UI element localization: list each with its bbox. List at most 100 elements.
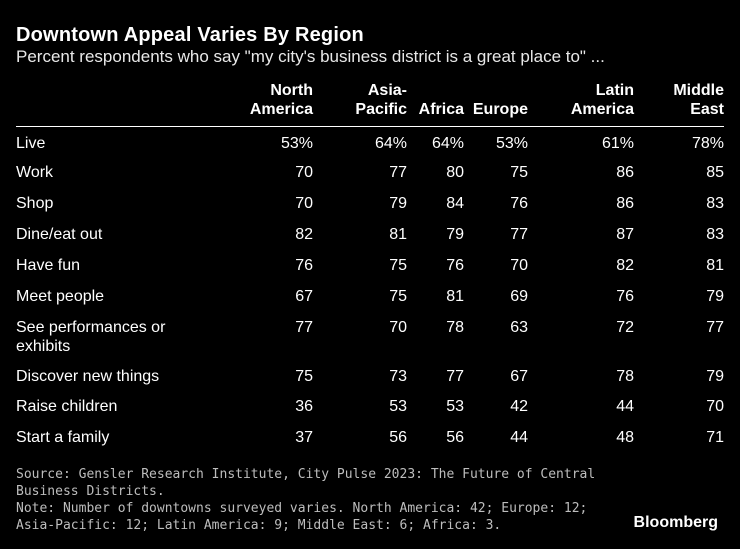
table-cell: 53%: [280, 135, 313, 152]
row-label-line: Work: [16, 164, 54, 181]
table-cell: 67: [510, 368, 528, 385]
table-cell: 77: [295, 319, 313, 336]
table-cell: 63: [510, 319, 528, 336]
table-cell: 71: [706, 429, 724, 446]
column-header-line: Asia-: [367, 82, 407, 99]
row-label-line: See performances or: [16, 319, 166, 336]
table-cell: 86: [616, 195, 634, 212]
column-header: Europe: [473, 81, 528, 119]
column-header-line: America: [249, 101, 313, 118]
row-label-line: Start a family: [16, 429, 110, 446]
row-label: See performances or exhibits: [16, 318, 165, 356]
row-label-line: Have fun: [16, 257, 81, 274]
table-cell: 37: [295, 429, 313, 446]
column-header-line: America: [570, 101, 634, 118]
row-label: Raise children: [16, 397, 117, 416]
table-cell: 77: [706, 319, 724, 336]
table-cell: 42: [510, 398, 528, 415]
table-cell: 76: [616, 288, 634, 305]
source-note: Source: Gensler Research Institute, City…: [16, 466, 616, 534]
table-cell: 53: [446, 398, 464, 415]
table-cell: 83: [706, 226, 724, 243]
table-cell: 82: [295, 226, 313, 243]
row-label-line: exhibits: [16, 338, 71, 355]
column-header-line: Middle: [673, 82, 724, 99]
table-cell: 87: [616, 226, 634, 243]
table-cell: 56: [446, 429, 464, 446]
row-label-line: Discover new things: [16, 368, 160, 385]
table-cell: 77: [446, 368, 464, 385]
table-cell: 56: [389, 429, 407, 446]
table-cell: 79: [389, 195, 407, 212]
table-cell: 81: [706, 257, 724, 274]
table-cell: 84: [446, 195, 464, 212]
table-cell: 75: [389, 288, 407, 305]
header-divider: [16, 126, 724, 127]
table-cell: 76: [446, 257, 464, 274]
table-cell: 61%: [601, 135, 634, 152]
column-header-line: Latin: [595, 82, 634, 99]
column-header: Africa: [419, 81, 464, 119]
row-label: Discover new things: [16, 367, 159, 386]
table-cell: 73: [389, 368, 407, 385]
table-cell: 83: [706, 195, 724, 212]
table-cell: 44: [616, 398, 634, 415]
table-cell: 53%: [495, 135, 528, 152]
table-cell: 44: [510, 429, 528, 446]
table-cell: 78: [446, 319, 464, 336]
column-header-line: North: [270, 82, 313, 99]
table-cell: 80: [446, 164, 464, 181]
table-cell: 72: [616, 319, 634, 336]
table-cell: 78: [616, 368, 634, 385]
column-header-line: [419, 81, 464, 100]
footer-line: Source: Gensler Research Institute, City…: [16, 467, 596, 482]
column-header-line: Pacific: [355, 101, 407, 118]
table-cell: 82: [616, 257, 634, 274]
row-label: Start a family: [16, 428, 109, 447]
table-cell: 85: [706, 164, 724, 181]
column-header: Middle East: [673, 81, 724, 119]
table-cell: 75: [295, 368, 313, 385]
row-label: Meet people: [16, 287, 104, 306]
table-cell: 70: [389, 319, 407, 336]
chart-title: Downtown Appeal Varies By Region: [16, 24, 364, 46]
table-cell: 77: [389, 164, 407, 181]
column-header-line: Africa: [418, 101, 464, 118]
table-cell: 48: [616, 429, 634, 446]
row-label-line: Dine/eat out: [16, 226, 103, 243]
table-cell: 67: [295, 288, 313, 305]
column-header-line: Europe: [472, 101, 528, 118]
footer-line: Business Districts.: [16, 484, 165, 499]
column-header-line: East: [690, 101, 724, 118]
table-cell: 75: [389, 257, 407, 274]
table-cell: 81: [446, 288, 464, 305]
table-cell: 64%: [431, 135, 464, 152]
table-cell: 76: [295, 257, 313, 274]
footer-line: Asia-Pacific: 12; Latin America: 9; Midd…: [16, 518, 502, 533]
table-cell: 69: [510, 288, 528, 305]
table-cell: 78%: [691, 135, 724, 152]
table-cell: 79: [706, 368, 724, 385]
column-header: Latin America: [571, 81, 634, 119]
row-label-line: Raise children: [16, 398, 118, 415]
table-cell: 81: [389, 226, 407, 243]
column-header-line: [473, 81, 528, 100]
row-label: Work: [16, 163, 53, 182]
table-cell: 70: [706, 398, 724, 415]
row-label: Have fun: [16, 256, 80, 275]
table-cell: 70: [295, 195, 313, 212]
row-label: Dine/eat out: [16, 225, 102, 244]
table-cell: 86: [616, 164, 634, 181]
column-header: Asia- Pacific: [355, 81, 407, 119]
table-cell: 76: [510, 195, 528, 212]
table-cell: 53: [389, 398, 407, 415]
table-cell: 64%: [374, 135, 407, 152]
row-label: Live: [16, 134, 45, 153]
table-cell: 77: [510, 226, 528, 243]
table-cell: 70: [295, 164, 313, 181]
table-cell: 36: [295, 398, 313, 415]
row-label-line: Shop: [16, 195, 54, 212]
table-cell: 70: [510, 257, 528, 274]
chart-subtitle: Percent respondents who say "my city's b…: [16, 47, 605, 66]
column-header: North America: [250, 81, 313, 119]
